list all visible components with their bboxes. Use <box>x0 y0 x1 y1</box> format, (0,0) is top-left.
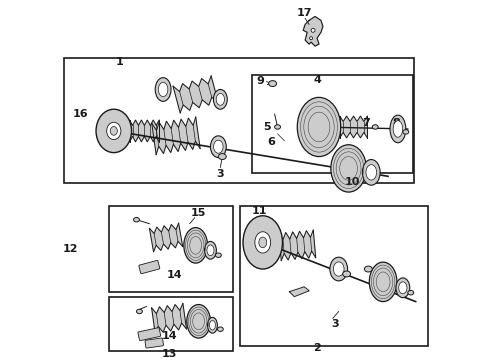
Ellipse shape <box>396 278 410 298</box>
Ellipse shape <box>219 154 226 159</box>
Ellipse shape <box>255 232 270 253</box>
Ellipse shape <box>269 81 276 86</box>
Ellipse shape <box>214 140 223 153</box>
FancyBboxPatch shape <box>139 260 160 274</box>
Ellipse shape <box>218 327 223 332</box>
Polygon shape <box>151 303 187 333</box>
Bar <box>109 206 233 292</box>
Ellipse shape <box>403 130 409 134</box>
Ellipse shape <box>365 266 372 272</box>
Ellipse shape <box>330 257 347 281</box>
Ellipse shape <box>137 309 143 314</box>
Polygon shape <box>303 17 323 46</box>
Ellipse shape <box>372 125 378 129</box>
Text: 7: 7 <box>363 118 370 128</box>
Ellipse shape <box>211 136 226 158</box>
Text: 14: 14 <box>161 331 177 341</box>
Text: 13: 13 <box>161 349 177 359</box>
Ellipse shape <box>216 253 221 257</box>
Bar <box>240 206 427 346</box>
Text: 3: 3 <box>331 319 339 329</box>
Ellipse shape <box>366 165 377 180</box>
Bar <box>65 58 414 183</box>
Text: 1: 1 <box>116 57 123 67</box>
Polygon shape <box>279 230 316 261</box>
Polygon shape <box>290 287 309 297</box>
Ellipse shape <box>343 271 350 277</box>
Ellipse shape <box>187 305 211 338</box>
Ellipse shape <box>158 82 168 96</box>
Ellipse shape <box>274 125 280 129</box>
Ellipse shape <box>243 216 283 269</box>
Ellipse shape <box>259 237 267 248</box>
Ellipse shape <box>133 217 140 222</box>
Text: 2: 2 <box>313 343 321 353</box>
Ellipse shape <box>184 228 207 263</box>
Ellipse shape <box>399 282 407 294</box>
Polygon shape <box>173 76 219 113</box>
FancyBboxPatch shape <box>138 328 161 341</box>
Text: 16: 16 <box>73 109 88 119</box>
Bar <box>109 297 233 351</box>
Ellipse shape <box>107 122 121 140</box>
Ellipse shape <box>216 94 224 105</box>
Ellipse shape <box>408 291 414 295</box>
Text: 5: 5 <box>263 122 270 132</box>
Ellipse shape <box>96 109 131 153</box>
Ellipse shape <box>310 37 313 40</box>
Ellipse shape <box>204 242 217 259</box>
Polygon shape <box>152 117 200 154</box>
Polygon shape <box>129 120 159 142</box>
Text: 14: 14 <box>167 270 183 280</box>
Ellipse shape <box>155 78 171 101</box>
Text: 10: 10 <box>345 177 360 187</box>
Bar <box>252 75 413 173</box>
Text: 15: 15 <box>191 208 206 218</box>
Text: 8: 8 <box>392 118 400 128</box>
Ellipse shape <box>333 262 344 276</box>
Text: 4: 4 <box>313 75 321 85</box>
Ellipse shape <box>363 159 380 185</box>
Text: 6: 6 <box>268 137 275 147</box>
Ellipse shape <box>390 115 406 143</box>
Ellipse shape <box>311 28 315 32</box>
Ellipse shape <box>207 318 218 333</box>
Ellipse shape <box>297 97 341 157</box>
Ellipse shape <box>210 320 216 330</box>
FancyBboxPatch shape <box>145 338 164 348</box>
Polygon shape <box>340 116 368 138</box>
Text: 11: 11 <box>252 206 268 216</box>
Ellipse shape <box>393 121 403 137</box>
Text: 9: 9 <box>257 76 265 86</box>
Text: 17: 17 <box>296 8 312 18</box>
Text: 3: 3 <box>217 169 224 179</box>
Ellipse shape <box>331 145 367 192</box>
Text: 12: 12 <box>63 244 78 254</box>
Ellipse shape <box>369 262 397 302</box>
Ellipse shape <box>207 245 214 256</box>
Ellipse shape <box>110 127 117 135</box>
Ellipse shape <box>214 90 227 109</box>
Polygon shape <box>149 223 183 252</box>
